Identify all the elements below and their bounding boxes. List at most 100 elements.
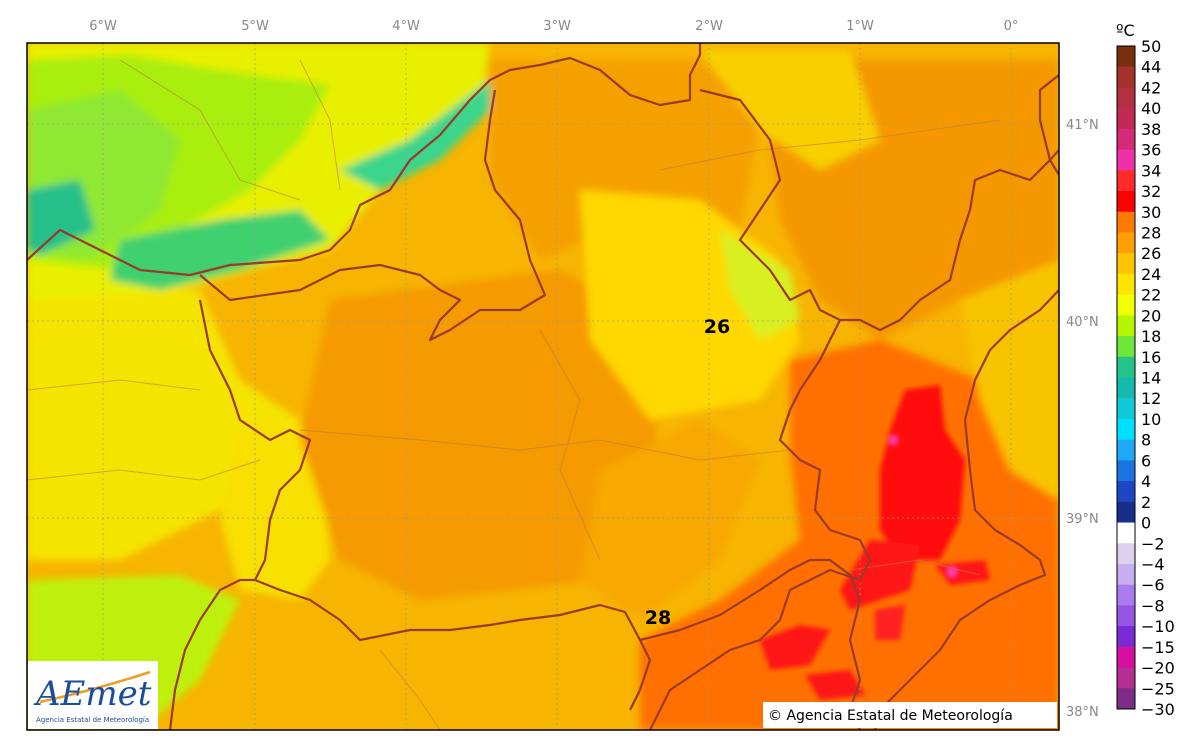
colorbar-tick-label: 4: [1141, 472, 1151, 491]
y-tick-39n: 39°N: [1066, 512, 1099, 527]
yellow-zone-coast: [960, 260, 1059, 500]
colorbar-swatch: [1117, 128, 1135, 151]
province-border-1: [119, 59, 301, 201]
colorbar-swatch: [1117, 398, 1135, 420]
red-zone-coast: [935, 560, 990, 585]
colorbar-tick-label: 44: [1141, 58, 1161, 77]
colorbar-tick-label: 2: [1141, 493, 1151, 512]
cyan-zone-gredos: [27, 180, 95, 255]
yellow-zone-northeast: [700, 50, 880, 170]
red-zone-east: [875, 605, 905, 640]
colorbar-swatch: [1117, 253, 1135, 275]
colorbar-tick-label: 8: [1141, 431, 1151, 450]
red-zone-south-2: [760, 625, 830, 670]
map-area: [27, 43, 1059, 730]
colorbar-tick-label: −6: [1141, 576, 1165, 595]
colorbar-swatch: [1117, 336, 1135, 358]
colorbar-tick-label: 36: [1141, 141, 1161, 160]
colorbar-tick-label: 24: [1141, 265, 1161, 284]
colorbar-tick-label: 28: [1141, 223, 1161, 242]
province-border-5: [299, 429, 791, 461]
x-tick-1w: 1°W: [846, 19, 874, 34]
coastline-east: [873, 289, 1059, 730]
colorbar-swatch: [1117, 584, 1135, 606]
colorbar-tick-label: −20: [1141, 659, 1175, 678]
colorbar-swatch: [1117, 191, 1135, 213]
colorbar-tick-label: 14: [1141, 369, 1161, 388]
colorbar-tick-label: −8: [1141, 596, 1165, 615]
copyright-background: [763, 702, 1057, 728]
y-axis-labels: 41°N 40°N 39°N 38°N: [1066, 118, 1099, 720]
regional-borders: [27, 43, 1059, 730]
colorbar-tick-label: 18: [1141, 327, 1161, 346]
colorbar-swatch: [1117, 377, 1135, 399]
colorbar-tick-label: −4: [1141, 555, 1165, 574]
border-castilla-leon: [27, 43, 702, 277]
province-borders: [27, 59, 1001, 730]
aemet-logo: AEmet Agencia Estatal de Meteorología: [28, 661, 158, 729]
x-tick-2w: 2°W: [695, 19, 723, 34]
colorbar: ºC 5044424038363432302826242220181614121…: [1116, 21, 1175, 719]
colorbar-tick-label: 40: [1141, 99, 1161, 118]
logo-wordmark: AEmet: [33, 674, 152, 714]
colorbar-swatch: [1117, 87, 1135, 109]
orange-zone-center: [300, 270, 660, 600]
green-zone-cuenca: [720, 230, 800, 340]
colorbar-labels: 5044424038363432302826242220181614121086…: [1141, 37, 1175, 719]
map-value-label-south: 28: [645, 607, 671, 629]
colorbar-tick-label: 16: [1141, 348, 1161, 367]
province-border-3: [659, 119, 1001, 171]
magenta-spot-1: [889, 436, 897, 444]
red-zone-south-3: [805, 670, 865, 700]
x-tick-3w: 3°W: [543, 19, 571, 34]
colorbar-tick-label: 32: [1141, 182, 1161, 201]
colorbar-swatch: [1117, 667, 1135, 689]
x-tick-5w: 5°W: [241, 19, 269, 34]
province-border-9: [379, 649, 441, 730]
copyright-box: © Agencia Estatal de Meteorología: [763, 702, 1057, 728]
colorbar-swatch: [1117, 66, 1135, 88]
border-andalusia: [254, 578, 652, 711]
border-valencia: [649, 319, 872, 730]
colorbar-swatch: [1117, 108, 1135, 130]
province-border-4: [539, 329, 601, 561]
border-aragon: [699, 88, 1059, 332]
logo-background: [28, 661, 158, 729]
colorbar-tick-label: −10: [1141, 617, 1175, 636]
colorbar-swatch: [1117, 439, 1135, 461]
x-axis-labels: 6°W 5°W 4°W 3°W 2°W 1°W 0°: [89, 19, 1018, 34]
colorbar-swatch: [1117, 460, 1135, 482]
colorbar-swatch: [1117, 211, 1135, 233]
colorbar-swatch: [1117, 501, 1135, 524]
colorbar-swatch: [1117, 563, 1135, 586]
colorbar-swatch: [1117, 232, 1135, 254]
border-valencia-north: [1038, 74, 1059, 176]
border-murcia: [639, 558, 862, 730]
colorbar-tick-label: 0: [1141, 514, 1151, 533]
colorbar-tick-label: 38: [1141, 120, 1161, 139]
colorbar-tick-label: 34: [1141, 161, 1161, 180]
colorbar-tick-label: 50: [1141, 37, 1161, 56]
colorbar-tick-label: −15: [1141, 638, 1175, 657]
province-border-7: [27, 379, 201, 391]
colorbar-swatch: [1117, 273, 1135, 296]
colorbar-tick-label: −30: [1141, 700, 1175, 719]
colorbar-tick-label: −2: [1141, 534, 1165, 553]
colorbar-tick-label: 12: [1141, 389, 1161, 408]
colorbar-tick-label: 42: [1141, 78, 1161, 97]
magenta-spot-2: [947, 567, 957, 577]
colorbar-unit: ºC: [1116, 21, 1135, 40]
map-frame: [26, 42, 1060, 731]
border-castilla-la-mancha: [168, 299, 312, 730]
copyright-text: © Agencia Estatal de Meteorología: [768, 708, 1013, 724]
red-zone-south-1: [840, 540, 920, 610]
teal-zone-guadarrama: [110, 210, 330, 290]
province-border-2: [299, 59, 341, 191]
colorbar-tick-label: −25: [1141, 679, 1175, 698]
province-border-8: [849, 559, 981, 576]
red-zone-valencia-interior: [880, 385, 965, 560]
colorbar-swatch: [1117, 46, 1135, 68]
colorbar-tick-label: 6: [1141, 451, 1151, 470]
graticule: [27, 43, 1059, 730]
